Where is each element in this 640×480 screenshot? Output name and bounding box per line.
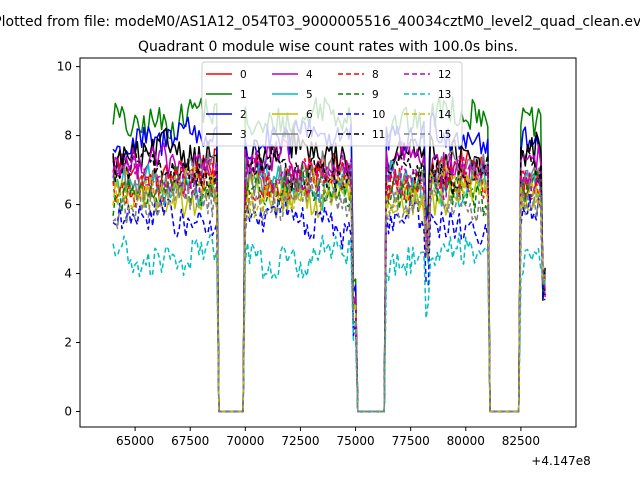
- y-tick-label: 10: [57, 60, 72, 74]
- chart-title: Quadrant 0 module wise count rates with …: [138, 39, 518, 55]
- legend-label-8: 8: [372, 69, 379, 81]
- y-tick-label: 0: [64, 404, 72, 418]
- x-tick-label: 67500: [171, 434, 209, 448]
- legend-label-0: 0: [240, 69, 247, 81]
- series-line-11: [112, 145, 546, 413]
- series-line-15: [112, 175, 546, 413]
- legend-label-11: 11: [372, 129, 385, 141]
- legend-label-14: 14: [438, 109, 452, 121]
- x-tick-label: 72500: [281, 434, 319, 448]
- series-line-12: [112, 146, 546, 413]
- y-tick-label: 2: [64, 336, 72, 350]
- x-tick-label: 75000: [336, 434, 374, 448]
- legend-label-3: 3: [240, 129, 247, 141]
- x-tick-label: 70000: [226, 434, 264, 448]
- y-tick-label: 8: [64, 129, 72, 143]
- x-axis-offset-label: +4.147e8: [531, 454, 590, 468]
- legend-label-12: 12: [438, 69, 451, 81]
- y-tick-label: 4: [64, 267, 72, 281]
- series-line-7: [112, 150, 546, 413]
- x-tick-label: 65000: [116, 434, 154, 448]
- legend-label-5: 5: [306, 89, 313, 101]
- legend-label-6: 6: [306, 109, 313, 121]
- legend-frame: [201, 61, 463, 147]
- x-tick-label: 77500: [392, 434, 430, 448]
- legend-label-15: 15: [438, 129, 451, 141]
- legend-label-10: 10: [372, 109, 385, 121]
- legend-label-13: 13: [438, 89, 451, 101]
- legend-label-2: 2: [240, 109, 247, 121]
- legend-label-7: 7: [306, 129, 313, 141]
- figure-suptitle: Plotted from file: modeM0/AS1A12_054T03_…: [0, 14, 640, 30]
- series-line-14: [112, 163, 546, 413]
- series-line-10: [112, 193, 546, 413]
- plot-frame: [79, 57, 577, 428]
- x-tick-label: 80000: [447, 434, 485, 448]
- x-axis: 65000 67500 70000 72500 75000 77500 80000 82500: [116, 427, 540, 448]
- legend-label-4: 4: [306, 69, 313, 81]
- y-tick-label: 6: [64, 198, 72, 212]
- y-axis: 0 2 4 6 8 10: [57, 60, 80, 418]
- legend-label-9: 9: [372, 89, 379, 101]
- series-line-13: [112, 232, 546, 413]
- legend-label-1: 1: [240, 89, 247, 101]
- x-tick-label: 82500: [502, 434, 540, 448]
